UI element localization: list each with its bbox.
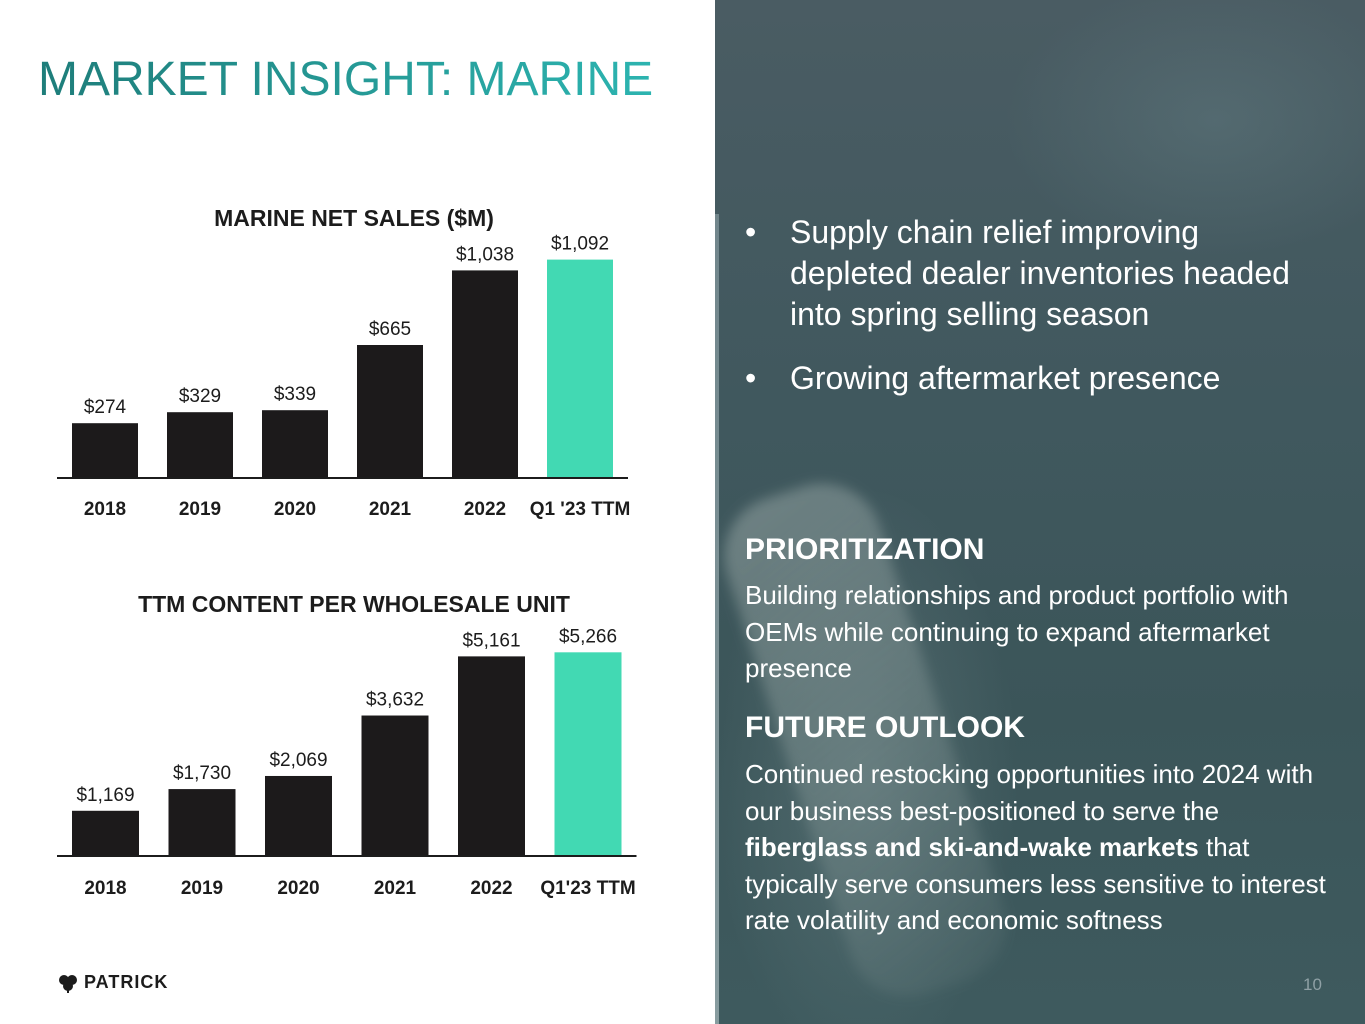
category-label: 2021 — [374, 878, 417, 899]
chart-title: MARINE NET SALES ($M) — [214, 205, 494, 231]
category-label: 2018 — [84, 878, 126, 899]
value-label: $329 — [179, 386, 221, 407]
bar-2018 — [72, 423, 138, 478]
bullet-item: • Supply chain relief improving depleted… — [745, 212, 1325, 335]
future-outlook-heading: FUTURE OUTLOOK — [745, 711, 1025, 744]
value-label: $5,161 — [462, 630, 520, 651]
chart-title: TTM CONTENT PER WHOLESALE UNIT — [138, 591, 570, 617]
bar-2020 — [265, 775, 332, 856]
category-label: 2019 — [179, 499, 221, 520]
bar-2019 — [168, 789, 236, 856]
bar-2022 — [452, 270, 518, 478]
future-outlook-emphasis: fiberglass and ski-and-wake markets — [745, 832, 1199, 862]
prioritization-body: Building relationships and product portf… — [745, 580, 1289, 683]
category-label: Q1'23 TTM — [540, 878, 635, 899]
value-label: $1,038 — [456, 244, 514, 265]
value-label: $5,266 — [559, 626, 617, 647]
value-label: $274 — [84, 397, 127, 418]
right-panel-background — [708, 0, 1365, 1024]
panel-edge-divider — [715, 214, 719, 1024]
future-outlook-body: Continued restocking opportunities into … — [745, 756, 1330, 939]
value-label: $3,632 — [366, 690, 424, 711]
category-label: 2021 — [369, 499, 412, 520]
bar-2020 — [262, 410, 328, 478]
category-label: 2019 — [181, 878, 223, 899]
value-label: $1,730 — [173, 763, 231, 784]
page-number: 10 — [1303, 975, 1322, 994]
bar-2021 — [357, 345, 423, 478]
patrick-logo: PATRICK — [57, 972, 168, 993]
category-label: 2020 — [274, 499, 316, 520]
shamrock-icon — [59, 974, 77, 993]
value-label: $339 — [274, 384, 316, 405]
future-outlook-text: Continued restocking opportunities into … — [745, 759, 1314, 826]
bullet-marker: • — [745, 360, 757, 396]
bullet-marker: • — [745, 214, 757, 250]
bar-q1-23-ttm — [547, 259, 613, 478]
value-label: $1,169 — [76, 785, 134, 806]
category-label: 2022 — [470, 878, 512, 899]
category-label: 2020 — [277, 878, 319, 899]
bullet-text: Growing aftermarket presence — [790, 360, 1221, 396]
value-label: $2,069 — [269, 750, 327, 771]
bar-2021 — [361, 715, 429, 856]
category-label: Q1 '23 TTM — [530, 499, 631, 520]
bullet-text: Supply chain relief improving depleted d… — [790, 214, 1290, 332]
key-points-list: • Supply chain relief improving depleted… — [745, 212, 1325, 422]
marine-net-sales-chart: MARINE NET SALES ($M) $274 2018 $329 2019 $33… — [40, 200, 660, 530]
chart-svg: TTM CONTENT PER WHOLESALE UNIT $1,169 2018… — [57, 591, 637, 899]
bar-q1-23-ttm — [554, 652, 622, 856]
prioritization-heading: PRIORITIZATION — [745, 533, 985, 566]
logo-text: PATRICK — [84, 972, 169, 992]
page-title: MARKET INSIGHT: MARINE — [38, 53, 654, 106]
value-label: $1,092 — [551, 234, 609, 255]
category-label: 2018 — [84, 499, 126, 520]
bullet-item: • Growing aftermarket presence — [745, 358, 1325, 399]
content-per-unit-chart: TTM CONTENT PER WHOLESALE UNIT $1,169 2018… — [40, 586, 660, 906]
bar-2019 — [167, 412, 233, 478]
category-label: 2022 — [464, 499, 506, 520]
chart-svg: MARINE NET SALES ($M) $274 2018 $329 2019 $33… — [57, 205, 631, 520]
value-label: $665 — [369, 319, 411, 340]
bar-2022 — [458, 656, 525, 856]
bar-2018 — [72, 810, 139, 856]
future-outlook-text-end: that typically serve consumers less sens… — [745, 832, 1326, 935]
